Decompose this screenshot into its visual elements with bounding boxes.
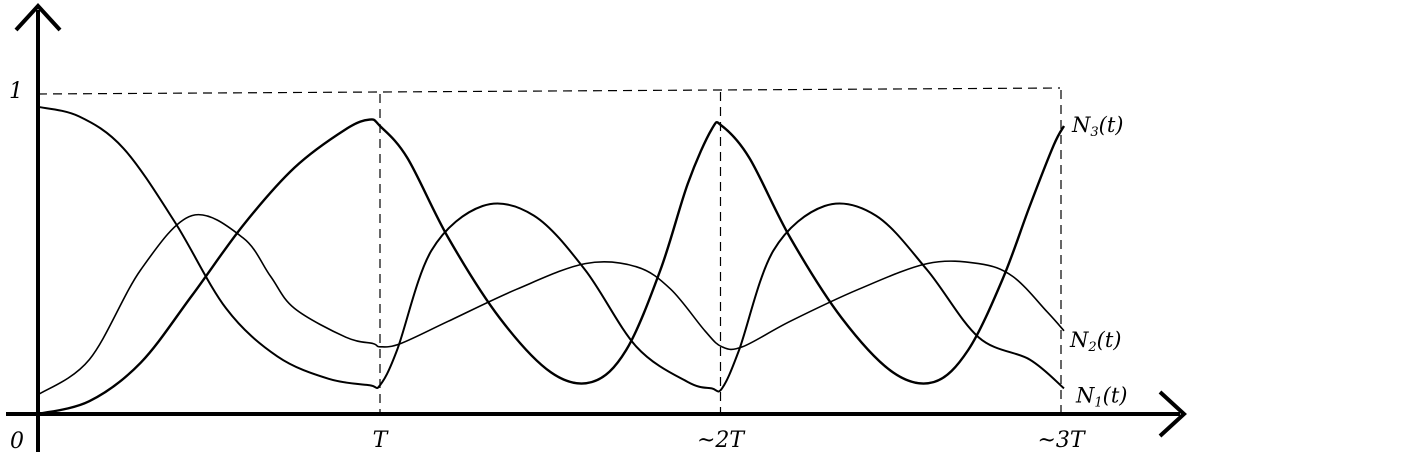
series-line-N1(t) <box>37 105 1065 393</box>
origin-label: 0 <box>10 429 24 454</box>
y-axis-arrowhead <box>14 3 62 32</box>
series-label-N3(t): N3(t) <box>1071 113 1123 140</box>
y-tick-label-1: 1 <box>9 79 23 104</box>
series-curves <box>37 105 1066 416</box>
axes <box>6 3 1187 452</box>
x-tick-label-2: ~2T <box>697 428 746 453</box>
series-label-N2(t): N2(t) <box>1069 328 1121 355</box>
x-axis-arrowhead <box>1158 390 1187 438</box>
series-line-N2(t) <box>37 213 1065 396</box>
series-line-N3(t) <box>37 118 1066 416</box>
x-tick-label-1: T <box>373 428 390 453</box>
x-tick-label-3: ~3T <box>1037 428 1086 453</box>
tick-labels: 0 T ~2T ~3T 1 <box>9 79 1087 454</box>
guide-y-1 <box>37 87 1061 95</box>
series-label-N1(t): N1(t) <box>1075 383 1127 410</box>
series-labels: N3(t) N2(t) N1(t) <box>1069 113 1127 410</box>
dashed-guides <box>37 87 1062 414</box>
